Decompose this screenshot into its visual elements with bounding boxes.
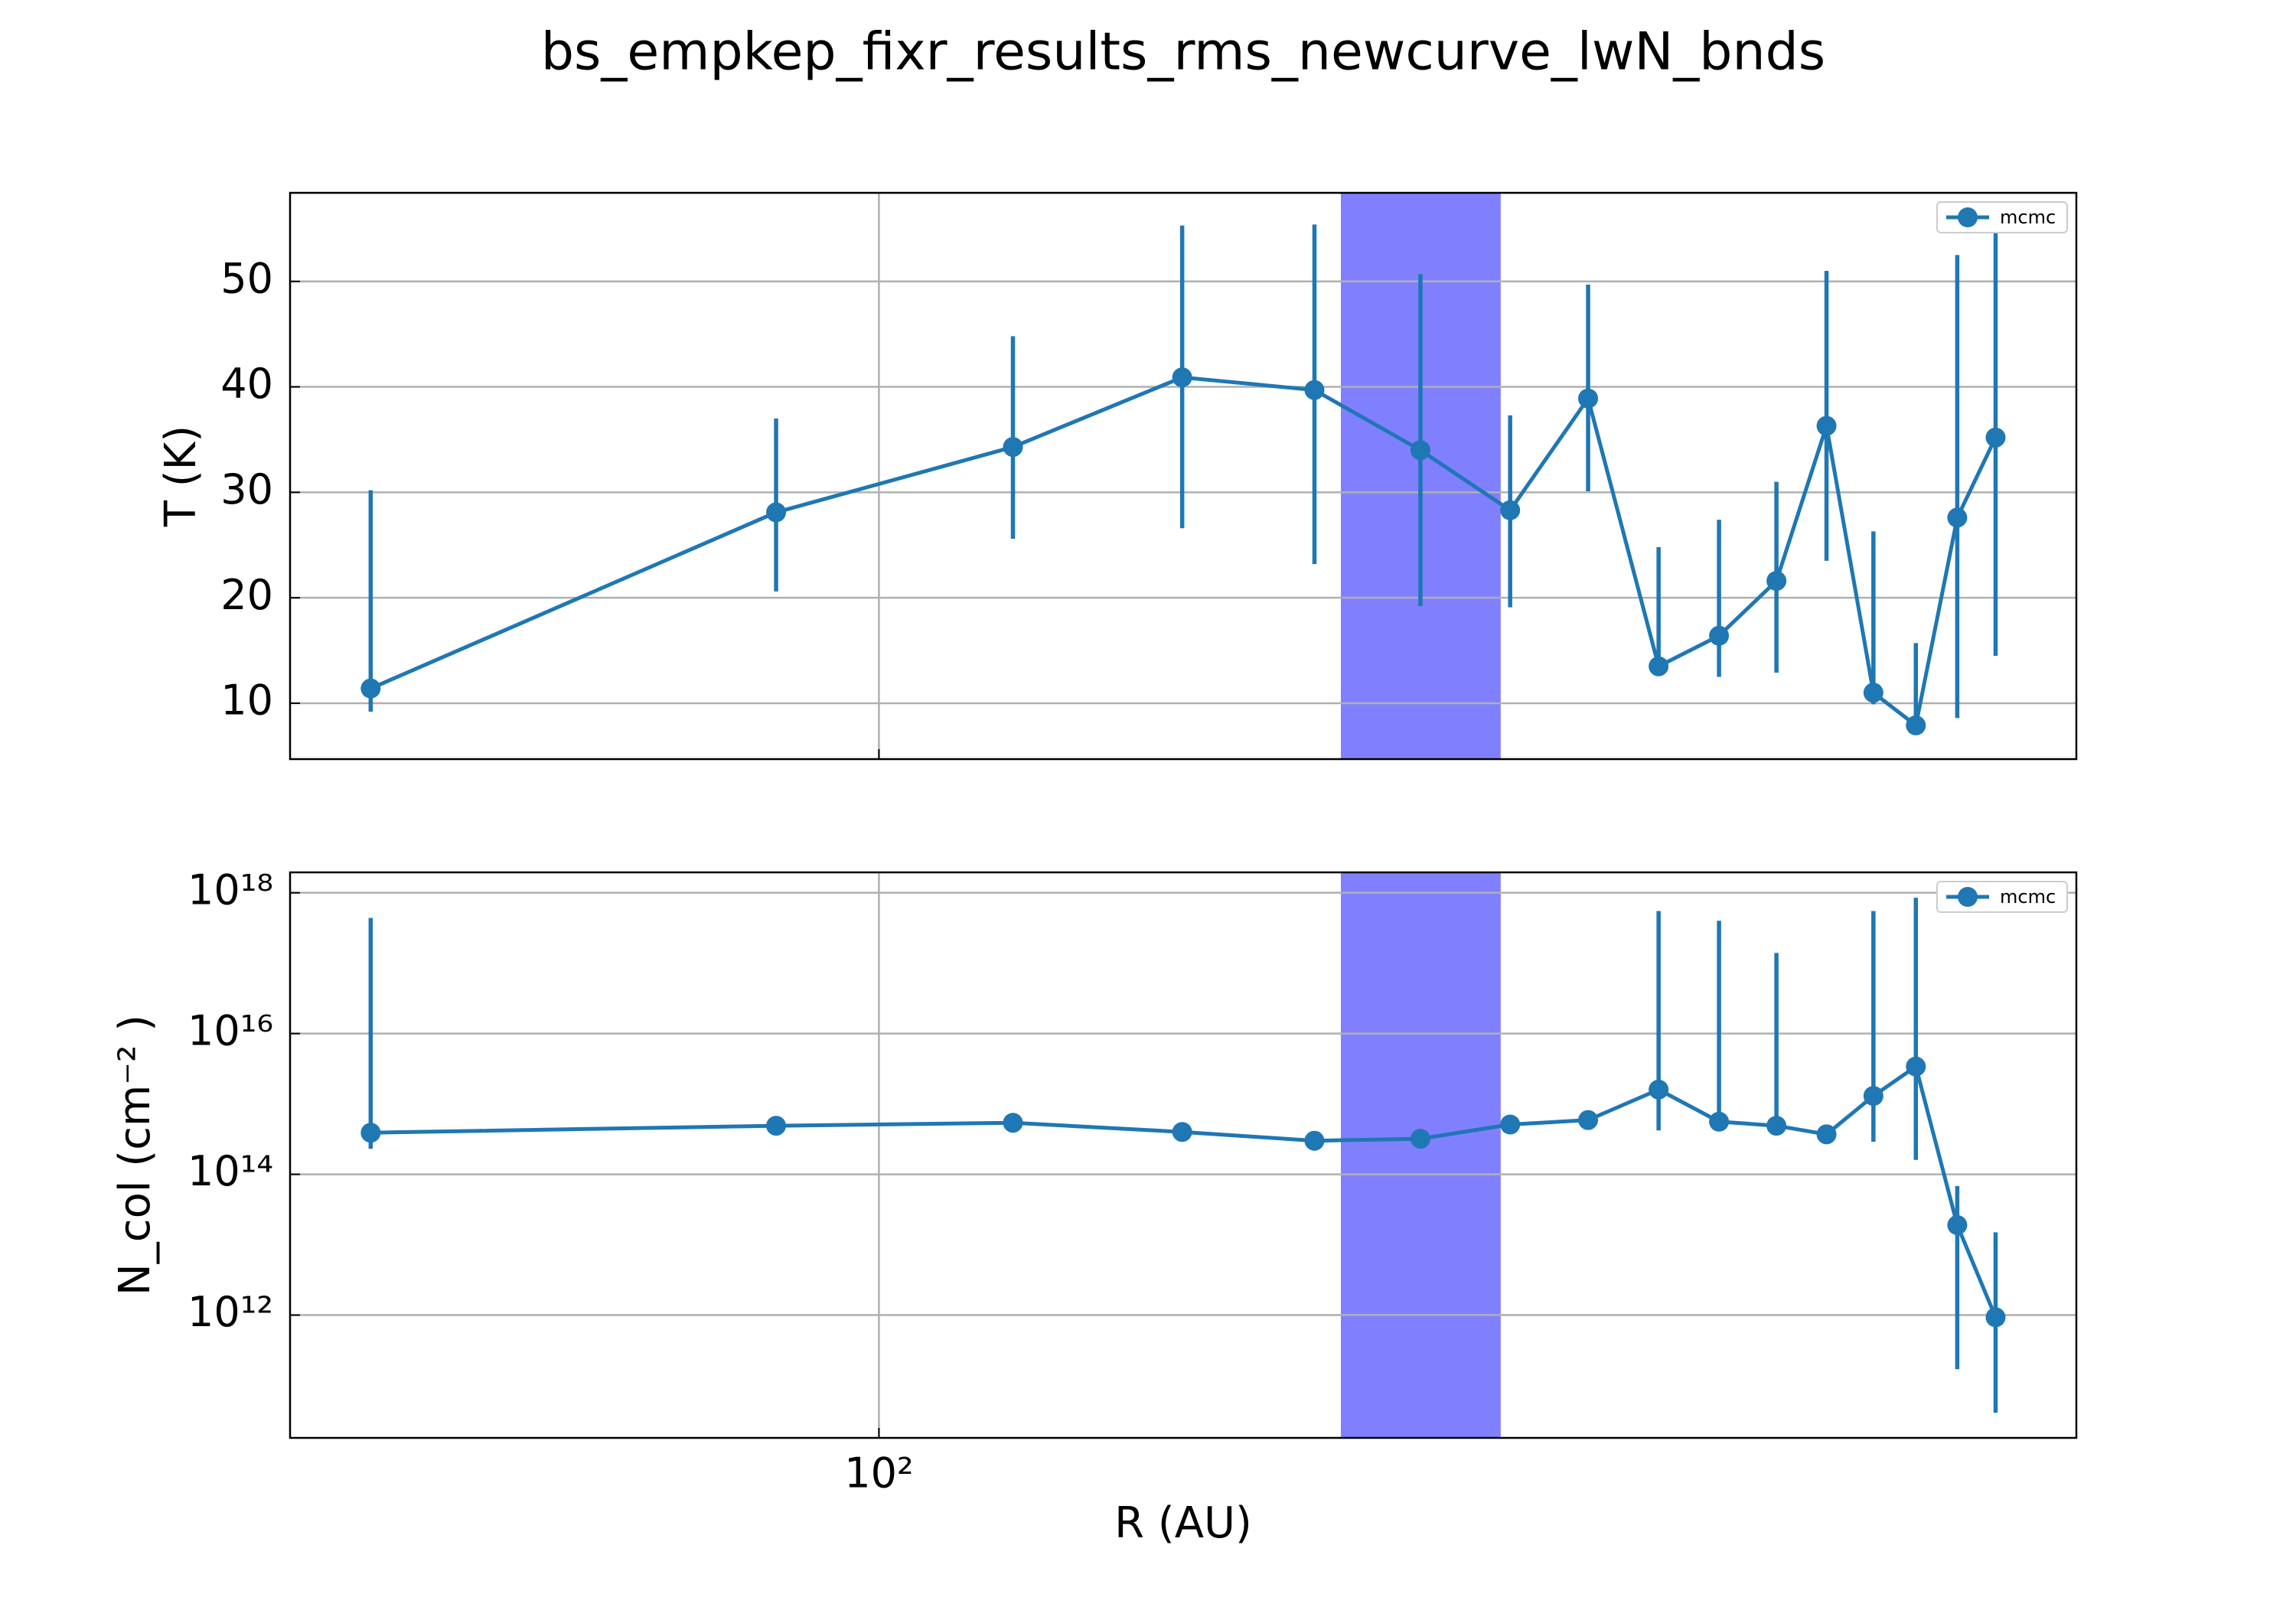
data-point: [1500, 1114, 1521, 1135]
series-line: [370, 375, 1998, 729]
series-line: [370, 1063, 1998, 1319]
data-point: [1003, 437, 1023, 458]
data-point: [360, 678, 381, 699]
y-tick-label: 10¹⁴: [188, 1147, 273, 1195]
data-point: [1985, 1307, 2006, 1328]
x-tick-label: 10²: [844, 1449, 913, 1498]
data-point: [1906, 715, 1926, 735]
y-tick-label: 10¹²: [188, 1288, 273, 1336]
legend-label: mcmc: [2000, 886, 2056, 908]
data-point: [1410, 440, 1430, 461]
x-axis-label: R (AU): [1114, 1498, 1252, 1548]
data-point: [1649, 656, 1669, 676]
data-point: [1816, 416, 1837, 436]
data-point: [1578, 1110, 1599, 1130]
data-point: [1304, 380, 1325, 400]
y-tick-label: 50: [220, 254, 273, 302]
data-point: [766, 502, 787, 523]
data-point: [360, 1123, 381, 1143]
legend-marker: [1958, 207, 1978, 227]
y-tick-label: 40: [220, 360, 273, 408]
axes-frame: [289, 191, 2078, 761]
y-tick-label: 20: [220, 571, 273, 619]
y-tick-label: 10: [220, 676, 273, 725]
data-point: [1500, 500, 1521, 520]
data-point: [1766, 571, 1787, 592]
data-point: [1985, 427, 2006, 448]
figure-title: bs_empkep_fixr_results_rms_newcurve_lwN_…: [541, 22, 1825, 83]
data-point: [1906, 1056, 1926, 1077]
legend-marker: [1958, 887, 1978, 907]
y-tick-label: 30: [220, 465, 273, 513]
shaded-span: [1341, 872, 1501, 1438]
data-point: [1766, 1116, 1787, 1136]
data-point: [1304, 1130, 1325, 1151]
data-point: [1709, 625, 1730, 646]
data-point: [1863, 1086, 1883, 1107]
data-point: [1410, 1129, 1430, 1149]
y-tick-label: 10¹⁸: [188, 865, 273, 914]
data-point: [1172, 367, 1192, 388]
y-axis-label: N_col (cm⁻² ): [110, 1015, 160, 1296]
data-point: [1947, 1214, 1968, 1235]
data-point: [1649, 1079, 1669, 1100]
data-point: [1863, 683, 1883, 703]
data-point: [1578, 388, 1599, 409]
data-point: [1816, 1124, 1837, 1145]
data-point: [1003, 1113, 1023, 1133]
y-tick-label: 10¹⁶: [188, 1006, 273, 1054]
legend-label: mcmc: [2000, 207, 2056, 228]
axes-frame: [289, 871, 2078, 1439]
data-point: [766, 1116, 787, 1136]
data-point: [1709, 1111, 1730, 1132]
y-axis-label: T (K): [156, 425, 206, 527]
data-point: [1172, 1122, 1192, 1143]
data-point: [1947, 507, 1968, 528]
